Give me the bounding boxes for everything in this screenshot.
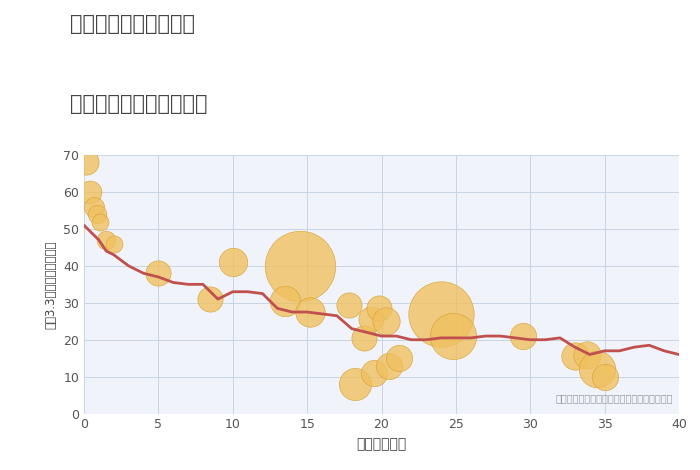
Point <box>393 354 405 362</box>
Point <box>435 310 447 318</box>
Point <box>349 380 360 388</box>
Text: 築年数別中古戸建て価格: 築年数別中古戸建て価格 <box>70 94 207 114</box>
Point <box>599 373 610 380</box>
Y-axis label: 坪（3.3㎡）単価（万円）: 坪（3.3㎡）単価（万円） <box>45 240 57 329</box>
X-axis label: 築年数（年）: 築年数（年） <box>356 437 407 451</box>
Point <box>592 366 603 373</box>
Point <box>343 301 354 308</box>
Point <box>80 159 92 166</box>
Point <box>365 316 377 323</box>
Point <box>373 305 384 312</box>
Point <box>517 332 528 340</box>
Point <box>108 240 119 248</box>
Point <box>101 236 112 244</box>
Text: 岐阜県関市洞戸高見の: 岐阜県関市洞戸高見の <box>70 14 195 34</box>
Point <box>294 262 305 270</box>
Point <box>358 334 370 342</box>
Point <box>153 269 164 277</box>
Point <box>91 211 102 218</box>
Point <box>84 188 95 196</box>
Point <box>94 218 105 225</box>
Point <box>368 369 379 377</box>
Point <box>380 318 391 325</box>
Point <box>447 332 458 340</box>
Point <box>205 295 216 303</box>
Point <box>569 352 580 360</box>
Text: 円の大きさは、取引のあった物件面積を示す: 円の大きさは、取引のあった物件面積を示す <box>556 393 673 403</box>
Point <box>384 362 395 369</box>
Point <box>279 297 290 305</box>
Point <box>88 203 99 211</box>
Point <box>581 351 592 358</box>
Point <box>304 308 316 316</box>
Point <box>227 258 238 266</box>
